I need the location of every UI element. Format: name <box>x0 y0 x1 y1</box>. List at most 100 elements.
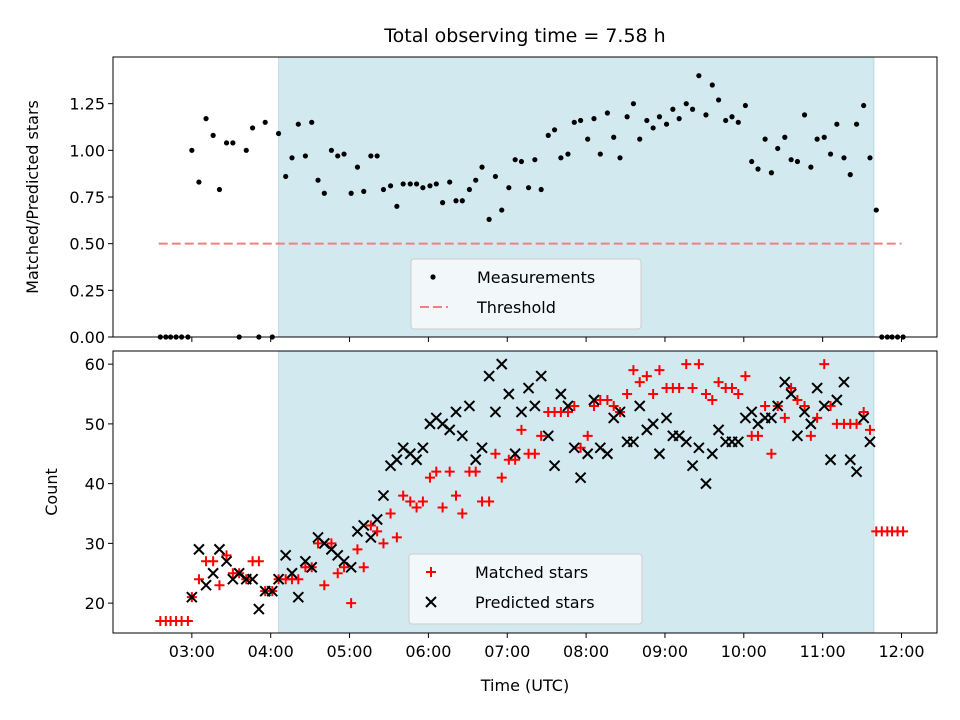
x-axis-label: Time (UTC) <box>480 676 569 695</box>
matched-star-point <box>326 538 337 549</box>
predicted-star-point <box>660 412 673 424</box>
measurement-point <box>243 147 249 153</box>
measurement-point <box>782 134 788 140</box>
top-panel: 0.00 0.25 0.50 0.75 1.00 1.25 Matched/Predicte… <box>23 56 938 347</box>
legend-marker-measurements <box>430 274 436 280</box>
predicted-star-point <box>200 579 212 591</box>
x-tick-label: 03:00 <box>169 642 215 661</box>
y-tick-label: 1.25 <box>69 95 105 114</box>
predicted-star-point <box>186 591 198 603</box>
x-tick-label: 06:00 <box>405 642 451 661</box>
measurement-point <box>591 116 597 122</box>
measurement-point <box>380 186 387 193</box>
predicted-star-point <box>292 591 305 603</box>
predicted-star-point <box>850 465 863 478</box>
legend-box <box>410 258 642 330</box>
matched-star-point <box>713 377 724 388</box>
matched-star-point <box>391 532 402 543</box>
matched-star-point <box>805 430 816 441</box>
measurement-point <box>473 177 479 183</box>
matched-star-point <box>622 389 633 400</box>
predicted-star-point <box>864 436 876 448</box>
measurement-point <box>729 114 735 120</box>
matched-star-point <box>726 383 737 394</box>
predicted-star-point <box>450 406 462 418</box>
matched-star-point <box>681 359 692 370</box>
matched-star-point <box>536 430 547 441</box>
matched-star-point <box>193 574 204 585</box>
matched-star-point <box>707 394 718 405</box>
measurement-point <box>762 136 768 142</box>
matched-star-point <box>582 430 593 441</box>
matched-star-point <box>799 400 810 411</box>
matched-star-point <box>792 394 803 405</box>
measurement-point <box>597 151 603 157</box>
measurement-point <box>506 185 512 191</box>
predicted-star-point <box>680 436 692 448</box>
predicted-star-point <box>305 561 318 573</box>
measurement-point <box>834 121 840 127</box>
matched-star-point <box>457 508 468 519</box>
measurement-point <box>289 155 295 161</box>
measurement-point <box>368 153 374 159</box>
measurement-point <box>749 158 755 165</box>
predicted-star-point <box>207 567 219 579</box>
matched-star-point <box>753 430 764 441</box>
measurement-point <box>801 112 808 118</box>
measurement-point <box>861 102 867 109</box>
y-tick-label: 60 <box>85 355 105 374</box>
measurement-point <box>768 170 775 176</box>
predicted-star-point <box>562 400 574 412</box>
measurement-point <box>387 183 394 189</box>
matched-star-point <box>812 412 823 423</box>
measurement-point <box>479 164 485 170</box>
predicted-star-point <box>700 477 712 490</box>
matched-star-point <box>332 568 343 579</box>
predicted-star-point <box>693 442 705 454</box>
measurement-point <box>341 151 347 157</box>
series-predicted-stars <box>186 358 876 615</box>
matched-star-point <box>693 359 704 370</box>
y-tick-label: 0.25 <box>69 281 105 300</box>
predicted-star-point <box>456 430 469 442</box>
predicted-star-point <box>286 567 298 579</box>
matched-star-point <box>385 508 396 519</box>
predicted-star-point <box>785 388 797 400</box>
predicted-star-point <box>509 448 521 460</box>
measurement-point <box>735 119 741 125</box>
matched-star-point <box>484 496 495 507</box>
predicted-star-point <box>686 460 699 472</box>
predicted-star-point <box>647 418 659 430</box>
legend-label: Matched stars <box>475 563 588 582</box>
matched-star-point <box>451 490 462 501</box>
matched-star-point <box>825 400 836 411</box>
matched-star-point <box>253 556 264 567</box>
matched-star-point <box>562 406 573 417</box>
predicted-star-point <box>483 370 495 382</box>
predicted-star-point <box>831 394 843 406</box>
x-tick-label: 11:00 <box>800 642 846 661</box>
predicted-star-point <box>535 370 547 382</box>
measurement-point <box>571 119 577 125</box>
measurement-point <box>499 207 505 213</box>
measurement-point <box>302 153 308 159</box>
measurement-point <box>512 157 518 163</box>
predicted-star-point <box>253 603 265 615</box>
x-tick-label: 08:00 <box>563 642 609 661</box>
matched-star-point <box>208 556 219 567</box>
predicted-star-point <box>365 531 377 544</box>
measurement-point <box>400 181 406 187</box>
measurement-point <box>538 186 544 193</box>
predicted-star-point <box>489 406 502 418</box>
y-axis-label: Count <box>42 468 61 516</box>
matched-star-point <box>293 574 304 585</box>
figure-title: Total observing time = 7.58 h <box>383 25 665 47</box>
matched-star-point <box>437 502 448 513</box>
measurement-point <box>867 155 873 161</box>
predicted-star-point <box>634 400 646 412</box>
matched-star-point <box>760 400 771 411</box>
predicted-star-point <box>798 406 811 418</box>
series-matched-stars <box>155 359 909 627</box>
measurement-point <box>814 136 820 142</box>
